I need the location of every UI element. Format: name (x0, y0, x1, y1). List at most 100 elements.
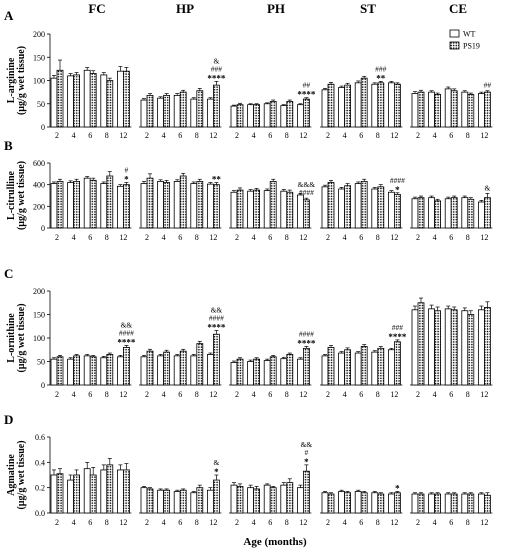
bar-wt-a-1 (67, 75, 74, 128)
bar-wt-d-21 (428, 493, 436, 514)
bar-wt-c-8 (190, 355, 198, 386)
x-tick-label: 8 (195, 131, 199, 140)
x-tick-label: 4 (252, 233, 256, 242)
x-tick-label: 4 (162, 131, 166, 140)
bar-ps19-b-10 (236, 189, 244, 229)
bar-ps19-a-22 (450, 90, 458, 128)
bar-ps19-c-8 (196, 343, 204, 386)
bar-ps19-c-11 (253, 358, 261, 386)
bar-wt-d-16 (338, 491, 346, 514)
bar-wt-d-8 (190, 492, 198, 514)
bar-ps19-d-8 (196, 487, 204, 514)
x-tick-label: 6 (449, 233, 453, 242)
x-tick-label: 8 (466, 233, 470, 242)
bar-ps19-d-16 (344, 492, 352, 514)
y-tick-label: 0 (41, 224, 45, 233)
bar-ps19-a-20 (417, 91, 425, 128)
bar-ps19-a-7 (179, 91, 187, 128)
bar-ps19-d-3 (106, 464, 114, 514)
bar-ps19-a-0 (56, 69, 64, 128)
region-header-ph: PH (267, 1, 285, 16)
bar-ps19-c-22 (450, 309, 458, 386)
bar-wt-a-14 (296, 104, 304, 128)
x-tick-label: 8 (195, 518, 199, 527)
bar-wt-d-11 (247, 487, 255, 514)
bar-ps19-a-24 (483, 91, 491, 128)
x-tick-label: 6 (178, 518, 182, 527)
region-header-fc: FC (88, 1, 105, 16)
bar-ps19-a-1 (73, 74, 80, 128)
bar-ps19-b-20 (417, 197, 425, 229)
significance-annotation: ## (484, 81, 492, 90)
x-tick-label: 8 (285, 131, 289, 140)
bar-wt-b-0 (50, 183, 58, 229)
x-tick-label: 2 (326, 390, 330, 399)
significance-annotation: **** (207, 73, 226, 83)
bar-ps19-b-22 (450, 197, 458, 229)
bar-ps19-b-23 (467, 198, 475, 229)
bar-ps19-b-6 (163, 182, 171, 229)
bar-wt-b-23 (461, 197, 469, 229)
y-axis-label-a-1: (µg/g wet tissue) (16, 46, 27, 115)
x-tick-label: 4 (252, 131, 256, 140)
bar-ps19-d-23 (467, 493, 475, 514)
significance-annotation: ## (303, 81, 311, 90)
x-tick-label: 4 (162, 233, 166, 242)
bar-ps19-d-13 (286, 482, 294, 514)
bar-wt-a-3 (100, 74, 108, 128)
bar-ps19-d-2 (89, 474, 97, 514)
x-tick-label: 4 (252, 518, 256, 527)
bar-wt-b-14 (296, 194, 304, 229)
bar-ps19-c-6 (163, 351, 171, 386)
bar-ps19-a-17 (360, 77, 368, 128)
y-axis-label-b-1: (µg/g wet tissue) (16, 161, 27, 230)
bar-ps19-d-11 (253, 488, 261, 514)
bar-wt-a-18 (371, 83, 379, 128)
x-tick-label: 4 (433, 131, 437, 140)
bar-ps19-d-15 (327, 493, 335, 514)
x-tick-label: 4 (343, 518, 347, 527)
bar-wt-b-21 (428, 197, 436, 229)
significance-annotation: ### (375, 64, 387, 73)
significance-annotation: & (213, 458, 219, 467)
x-tick-label: 12 (209, 390, 217, 399)
bar-ps19-d-14 (302, 470, 310, 514)
bar-ps19-a-14 (302, 98, 310, 128)
bar-wt-c-0 (50, 358, 58, 386)
bar-wt-b-18 (371, 188, 379, 229)
significance-annotation: && (301, 440, 313, 449)
bar-ps19-b-15 (327, 182, 335, 229)
significance-annotation: # (305, 448, 309, 457)
y-axis-label-c-1: (µg/g wet tissue) (16, 303, 27, 372)
significance-annotation: ** (212, 175, 222, 185)
x-tick-label: 8 (105, 390, 109, 399)
y-tick-label: 200 (33, 287, 45, 296)
x-tick-label: 6 (268, 390, 272, 399)
x-tick-label: 8 (285, 233, 289, 242)
bar-ps19-d-4 (123, 469, 130, 514)
bar-ps19-b-1 (73, 181, 80, 229)
x-tick-label: 12 (209, 518, 217, 527)
bar-ps19-b-16 (344, 185, 352, 229)
bar-wt-a-12 (263, 103, 271, 128)
bar-ps19-c-20 (417, 302, 425, 386)
bar-ps19-a-18 (377, 82, 385, 128)
x-tick-label: 12 (119, 233, 127, 242)
x-tick-label: 8 (105, 233, 109, 242)
bar-wt-d-19 (387, 493, 395, 514)
x-tick-label: 6 (449, 518, 453, 527)
bar-wt-c-23 (461, 310, 469, 386)
x-tick-label: 6 (449, 390, 453, 399)
x-tick-label: 8 (195, 233, 199, 242)
bar-ps19-d-0 (56, 473, 64, 514)
significance-annotation: ** (376, 73, 386, 83)
bar-ps19-b-19 (393, 194, 401, 229)
x-axis-title: Age (months) (243, 536, 307, 548)
bar-wt-c-13 (280, 358, 288, 386)
bar-ps19-b-12 (269, 181, 277, 229)
x-tick-label: 6 (88, 390, 92, 399)
bar-wt-a-10 (230, 105, 238, 128)
bar-ps19-d-20 (417, 493, 425, 514)
significance-annotation: **** (388, 332, 407, 342)
x-tick-label: 4 (433, 233, 437, 242)
